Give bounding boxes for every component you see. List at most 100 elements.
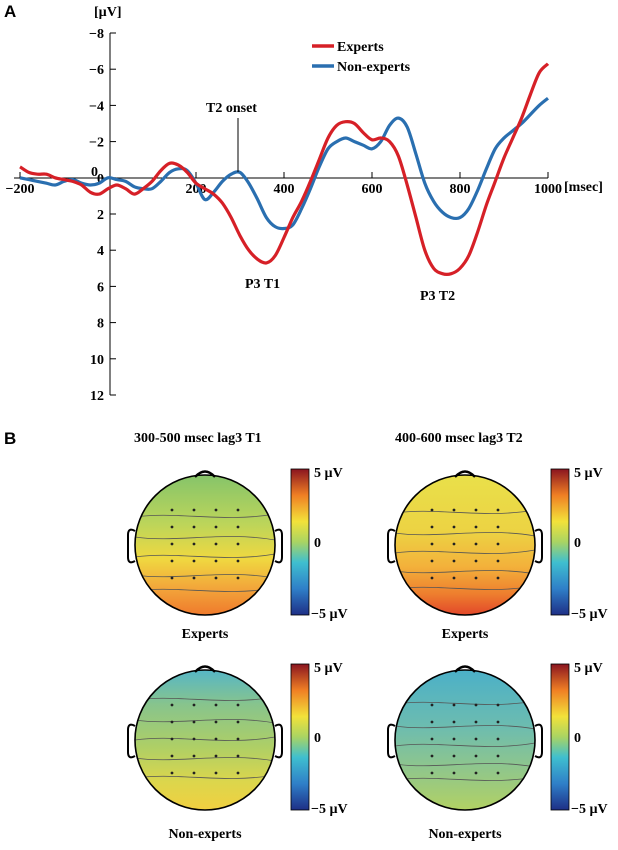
y-axis-label: [µV] (94, 5, 122, 20)
electrode-dot (474, 703, 478, 707)
y-tick-label: 12 (90, 389, 104, 404)
colorbar: 5 µV 0 −5 µV (290, 661, 348, 817)
panel-b-label: B (4, 429, 16, 448)
column-title-2: 400-600 msec lag3 T2 (395, 431, 523, 446)
electrode-dot (236, 576, 240, 580)
colorbar-max-label: 5 µV (574, 466, 603, 481)
head-outline (134, 669, 276, 811)
topomap-non-experts-2: Non-experts 5 µV 0 −5 µV (387, 661, 608, 842)
t2-onset-label: T2 onset (206, 101, 257, 116)
electrode-dot (236, 525, 240, 529)
electrode-dot (452, 508, 456, 512)
colorbar-gradient (550, 468, 570, 616)
colorbar-max-label: 5 µV (574, 661, 603, 676)
electrode-dot (170, 754, 174, 758)
colorbar-mid-label: 0 (574, 731, 581, 746)
electrode-dot (214, 525, 218, 529)
electrode-dot (192, 508, 196, 512)
electrode-dot (430, 508, 434, 512)
electrode-dot (170, 771, 174, 775)
colorbar-min-label: −5 µV (571, 607, 608, 622)
contour-line (395, 776, 535, 781)
colorbar: 5 µV 0 −5 µV (550, 661, 608, 817)
electrode-dot (452, 542, 456, 546)
scalp-map (395, 670, 535, 810)
colorbar-gradient (290, 663, 310, 811)
head-outline (134, 474, 276, 616)
y-tick-label: 4 (97, 244, 104, 259)
electrode-dot (192, 542, 196, 546)
group-label: Non-experts (428, 827, 502, 842)
colorbar-gradient (550, 663, 570, 811)
electrode-dot (474, 525, 478, 529)
colorbar-mid-label: 0 (314, 536, 321, 551)
legend-label-non-experts: Non-experts (337, 60, 411, 75)
electrode-dot (452, 720, 456, 724)
p3-t2-label: P3 T2 (420, 289, 455, 304)
contour-line (135, 553, 275, 558)
series-layer (19, 62, 550, 276)
x-tick-label: 400 (274, 182, 295, 197)
electrode-dot (192, 720, 196, 724)
nose-marker (454, 665, 476, 673)
electrode-dot (496, 720, 500, 724)
electrode-dot (474, 508, 478, 512)
colorbar-mid-label: 0 (314, 731, 321, 746)
electrode-dot (430, 525, 434, 529)
topomap-non-experts-1: Non-experts 5 µV 0 −5 µV (127, 661, 348, 842)
electrode-dot (452, 525, 456, 529)
y-tick-label: −8 (89, 27, 104, 42)
legend: Experts Non-experts (312, 40, 411, 75)
electrode-dot (214, 542, 218, 546)
electrode-dot (170, 720, 174, 724)
group-label: Experts (442, 627, 489, 642)
electrode-dot (474, 576, 478, 580)
y-tick-label: 8 (97, 317, 104, 332)
electrode-dot (474, 559, 478, 563)
x-tick-label: 600 (362, 182, 383, 197)
electrode-dot (192, 754, 196, 758)
contour-line (395, 549, 535, 554)
electrode-dot (214, 771, 218, 775)
electrode-dot (430, 754, 434, 758)
electrode-dot (170, 703, 174, 707)
electrode-dot (452, 576, 456, 580)
electrode-dot (474, 754, 478, 758)
electrode-dot (474, 771, 478, 775)
electrode-dot (192, 771, 196, 775)
contour-line (395, 742, 535, 747)
electrode-dot (214, 737, 218, 741)
electrode-dot (496, 703, 500, 707)
colorbar: 5 µV 0 −5 µV (550, 466, 608, 622)
electrode-dot (452, 771, 456, 775)
colorbar-max-label: 5 µV (314, 661, 343, 676)
contour-line (135, 736, 275, 741)
column-title-1: 300-500 msec lag3 T1 (134, 431, 262, 446)
colorbar-max-label: 5 µV (314, 466, 343, 481)
electrode-dot (430, 771, 434, 775)
electrode-dot (192, 576, 196, 580)
contour-line (135, 513, 275, 518)
scalp-map (135, 475, 275, 615)
electrode-dot (214, 703, 218, 707)
electrode-dot (192, 525, 196, 529)
colorbar-gradient (290, 468, 310, 616)
electrode-dot (192, 703, 196, 707)
y-tick-label: 6 (97, 280, 104, 295)
electrode-dot (496, 508, 500, 512)
contour-line (395, 570, 535, 575)
right-ear-marker (534, 723, 543, 759)
electrode-dot (170, 737, 174, 741)
electrode-dot (236, 542, 240, 546)
electrode-dot (496, 754, 500, 758)
electrode-dot (452, 559, 456, 563)
electrode-dot (236, 771, 240, 775)
topomap-experts-1: Experts 5 µV 0 −5 µV (127, 466, 348, 642)
contour-line (135, 757, 275, 762)
contour-line (135, 574, 275, 579)
electrode-dot (496, 771, 500, 775)
electrode-dot (170, 576, 174, 580)
left-ear-marker (127, 723, 136, 759)
series-line-experts (19, 62, 550, 276)
